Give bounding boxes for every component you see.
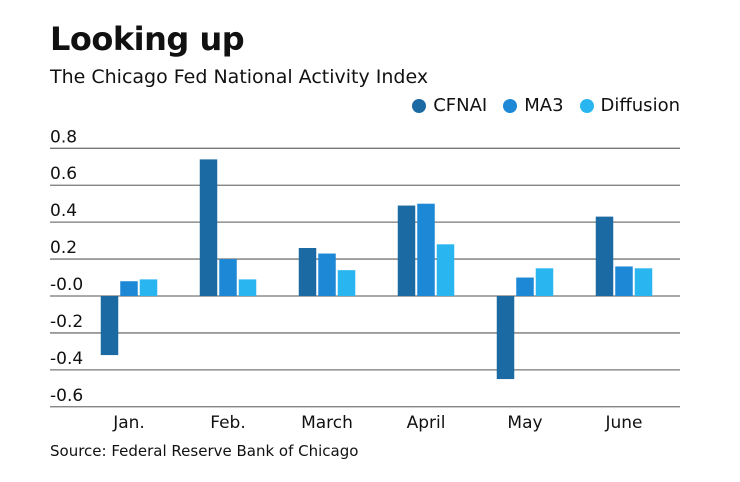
x-tick-label: May — [507, 413, 542, 433]
chart-subtitle: The Chicago Fed National Activity Index — [50, 66, 429, 88]
legend-item-diffusion: Diffusion — [579, 95, 680, 116]
chart-title: Looking up — [50, 20, 245, 58]
y-tick-label: 0.2 — [50, 238, 77, 258]
legend-swatch — [579, 98, 594, 113]
x-tick-label: Feb. — [210, 413, 246, 433]
bar-cfnai-0 — [100, 296, 119, 356]
x-tick-label: March — [301, 413, 353, 433]
legend-item-cfnai: CFNAI — [412, 95, 487, 116]
legend-item-ma3: MA3 — [503, 95, 564, 116]
bar-cfnai-3 — [397, 205, 416, 296]
y-tick-label: -0.6 — [50, 386, 83, 406]
x-tick-label: Jan. — [112, 413, 145, 433]
bar-diffusion-3 — [436, 244, 455, 296]
bar-diffusion-1 — [238, 279, 257, 296]
bar-diffusion-4 — [535, 268, 554, 296]
legend-label: Diffusion — [600, 95, 680, 116]
y-tick-label: 0.6 — [50, 164, 77, 184]
x-tick-label: April — [407, 413, 446, 433]
bar-diffusion-2 — [337, 270, 356, 296]
x-tick-label: June — [604, 413, 642, 433]
bar-ma3-4 — [516, 277, 534, 296]
bar-ma3-1 — [219, 259, 237, 296]
bar-ma3-3 — [417, 203, 435, 296]
bar-cfnai-4 — [496, 296, 515, 380]
legend-swatch — [503, 98, 518, 113]
y-tick-label: 0.8 — [50, 127, 77, 147]
y-tick-label: -0.4 — [50, 349, 83, 369]
source-note: Source: Federal Reserve Bank of Chicago — [50, 442, 359, 460]
y-tick-label: -0.0 — [50, 275, 83, 295]
bar-cfnai-5 — [595, 216, 614, 296]
bar-ma3-5 — [615, 266, 633, 296]
legend-label: CFNAI — [433, 95, 488, 116]
bar-cfnai-2 — [298, 248, 317, 296]
bar-cfnai-1 — [199, 159, 218, 296]
y-tick-label: 0.4 — [50, 201, 77, 221]
bar-ma3-2 — [318, 253, 336, 296]
y-tick-label: -0.2 — [50, 312, 83, 332]
bar-diffusion-5 — [634, 268, 653, 296]
legend: CFNAI MA3 Diffusion — [412, 95, 680, 116]
bar-ma3-0 — [120, 281, 138, 296]
legend-swatch — [412, 98, 427, 113]
legend-label: MA3 — [524, 95, 564, 116]
bar-diffusion-0 — [139, 279, 158, 296]
